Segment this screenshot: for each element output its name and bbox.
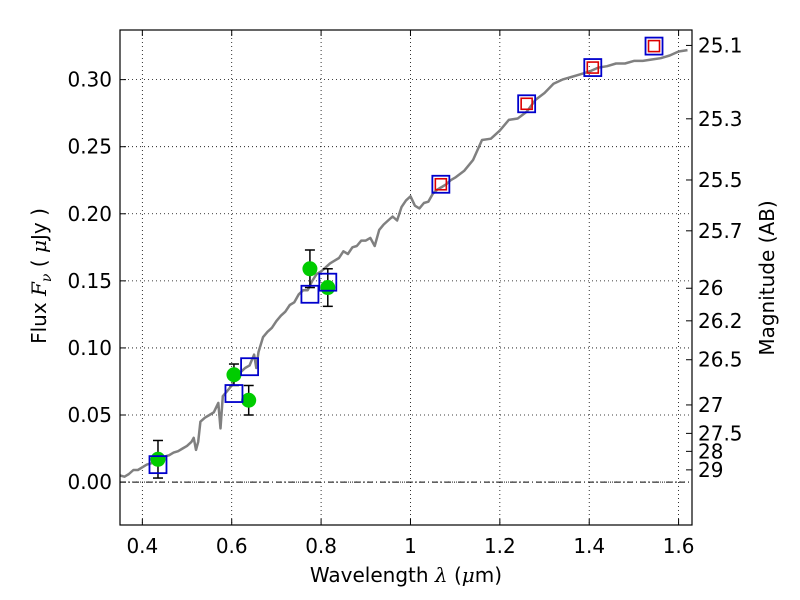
y2-axis-title: Magnitude (AB)	[755, 200, 779, 355]
x-tick-label: 1.4	[573, 534, 605, 558]
y-tick-label: 0.25	[67, 135, 112, 159]
y-tick-label: 0.05	[67, 403, 112, 427]
y2-tick-label: 25.3	[698, 107, 743, 131]
plot-frame	[119, 29, 693, 526]
axis-ticks: 0.4 0.6 0.8 1 1.2 1.4 1.6 0.00 0.05 0.10 0.15 0.20 0…	[67, 30, 743, 558]
y2-tick-label: 26	[698, 276, 723, 300]
x-tick-label: 1.2	[484, 534, 516, 558]
y2-tick-label: 27	[698, 393, 723, 417]
plot-content	[120, 36, 688, 479]
measured-flux-point	[150, 451, 166, 467]
y2-tick-label: 27.5	[698, 421, 743, 445]
x-axis-symbol: λ	[434, 563, 448, 587]
x-tick-label: 1.6	[663, 534, 695, 558]
x-axis-title: Wavelength λ (μm)	[310, 563, 502, 587]
model-flux-square	[517, 94, 537, 114]
y-tick-label: 0.20	[67, 202, 112, 226]
model-flux-square	[318, 272, 338, 292]
ir-flux-square	[520, 97, 533, 111]
y-tick-label: 0.00	[67, 470, 112, 494]
model-flux-square	[240, 357, 259, 377]
y-tick-label: 0.10	[67, 336, 112, 360]
measured-flux-point	[302, 261, 318, 277]
model-flux-square	[583, 58, 603, 77]
y-tick-label: 0.15	[67, 269, 112, 293]
measured-flux-point	[241, 392, 257, 408]
y2-tick-label: 25.7	[698, 219, 743, 243]
model-flux-square	[431, 174, 451, 194]
measured-flux-point	[320, 280, 336, 296]
x-tick-label: 1	[404, 534, 417, 558]
ir-flux-square	[647, 39, 661, 53]
template-spectrum-line	[120, 48, 688, 478]
y2-tick-label: 26.5	[698, 348, 743, 372]
model-flux-square	[148, 455, 168, 475]
model-flux-square	[644, 36, 664, 56]
y2-tick-label: 25.1	[698, 33, 743, 57]
measured-flux-point	[226, 367, 242, 383]
ir-flux-square	[586, 61, 600, 74]
x-tick-label: 0.8	[305, 534, 337, 558]
ir-flux-square	[434, 177, 448, 191]
y2-tick-label: 29	[698, 458, 723, 482]
y2-tick-label: 26.2	[698, 309, 743, 333]
y-tick-label: 0.30	[67, 68, 112, 92]
y-axis-title: Flux Fν ( μJy )	[27, 208, 55, 344]
x-tick-label: 0.4	[126, 534, 158, 558]
x-tick-label: 0.6	[216, 534, 248, 558]
y2-tick-label: 25.5	[698, 168, 743, 192]
y2-tick-label: 28	[698, 439, 723, 463]
model-flux-square	[300, 284, 320, 304]
model-flux-square	[224, 384, 244, 403]
grid-lines	[120, 30, 692, 525]
